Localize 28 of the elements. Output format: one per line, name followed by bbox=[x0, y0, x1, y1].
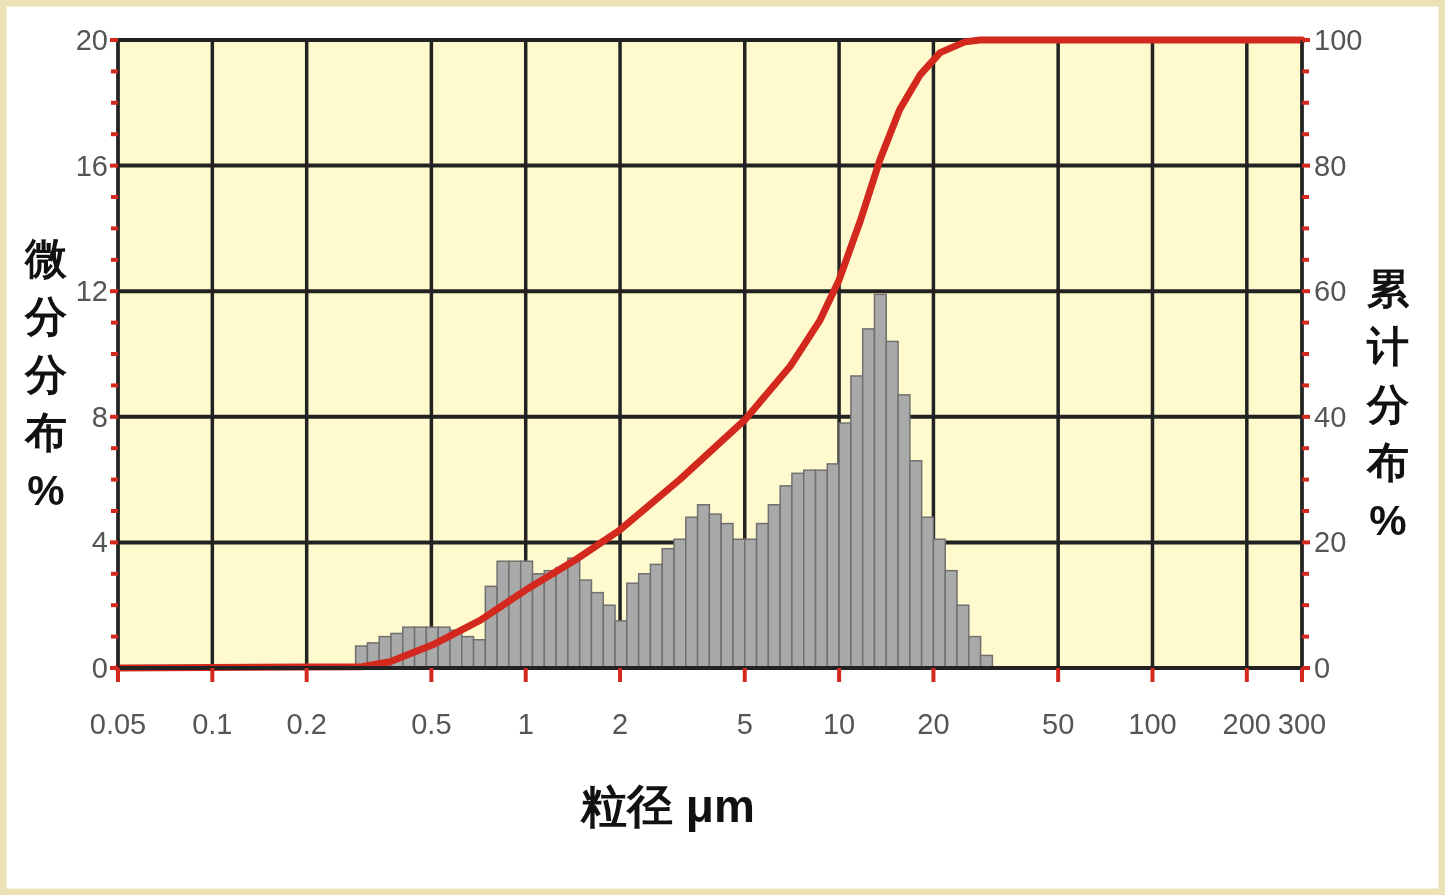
x-tick-label: 300 bbox=[1277, 708, 1327, 740]
y2-tick-label: 0 bbox=[1314, 652, 1331, 684]
y2-tick-label: 100 bbox=[1314, 24, 1363, 56]
x-axis-title: 粒径 μm bbox=[580, 780, 755, 832]
y-tick-label: 12 bbox=[75, 275, 108, 308]
y-tick-label: 0 bbox=[91, 652, 108, 684]
x-tick-label: 5 bbox=[736, 708, 753, 740]
x-tick-label: 0.1 bbox=[192, 708, 233, 740]
y-tick-label: 16 bbox=[75, 149, 108, 182]
y2-axis-title: 累计分布% bbox=[1366, 265, 1410, 544]
y-axis-title: 微分分布% bbox=[24, 235, 68, 514]
x-tick-label: 200 bbox=[1222, 708, 1272, 740]
x-tick-label: 100 bbox=[1128, 708, 1177, 740]
y-tick-label: 20 bbox=[75, 24, 108, 56]
y2-tick-label: 60 bbox=[1314, 275, 1347, 308]
y2-tick-label: 40 bbox=[1314, 400, 1347, 433]
y-tick-label: 8 bbox=[91, 400, 108, 433]
y-tick-label: 4 bbox=[91, 526, 108, 559]
x-tick-label: 0.2 bbox=[286, 708, 327, 740]
x-tick-label: 20 bbox=[917, 708, 950, 740]
x-tick-label: 10 bbox=[822, 708, 856, 740]
x-tick-label: 0.5 bbox=[411, 708, 452, 740]
x-tick-label: 50 bbox=[1042, 708, 1075, 740]
x-tick-label: 1 bbox=[517, 708, 534, 740]
x-tick-label: 2 bbox=[611, 708, 629, 740]
x-tick-label: 0.05 bbox=[89, 708, 147, 740]
y2-tick-label: 20 bbox=[1314, 526, 1347, 559]
y2-tick-label: 80 bbox=[1314, 149, 1347, 182]
